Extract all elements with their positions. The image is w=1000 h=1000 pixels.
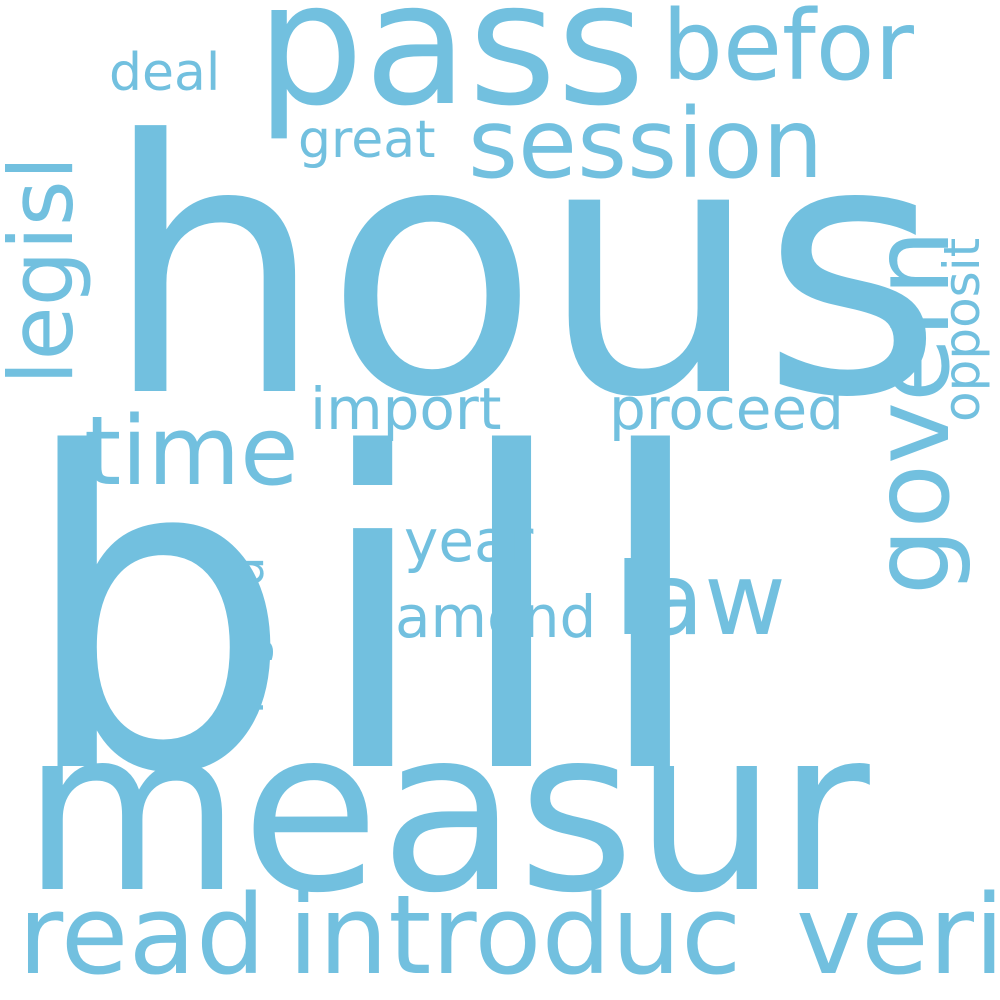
word-pass: pass [256,0,646,144]
word-befor: befor [662,0,914,102]
word-hous: hous [103,66,944,474]
word-legisl: legisl [0,155,93,385]
word-import: import [310,375,502,443]
word-time: time [84,397,299,507]
word-deal: deal [109,43,221,103]
word-introduc: introduc [288,871,742,999]
word-law: law [615,541,786,658]
word-measur: measur [22,681,870,943]
word-session: session [468,88,824,200]
word-regard: regard [219,556,275,714]
word-veri: veri [796,871,1000,999]
word-opposit: opposit [933,237,991,422]
word-proceed: proceed [609,375,844,443]
word-year: year [404,507,534,575]
word-amend: amend [395,583,597,651]
word-great: great [298,110,436,170]
word-bill: bill [18,362,729,869]
word-read: read [18,871,266,999]
